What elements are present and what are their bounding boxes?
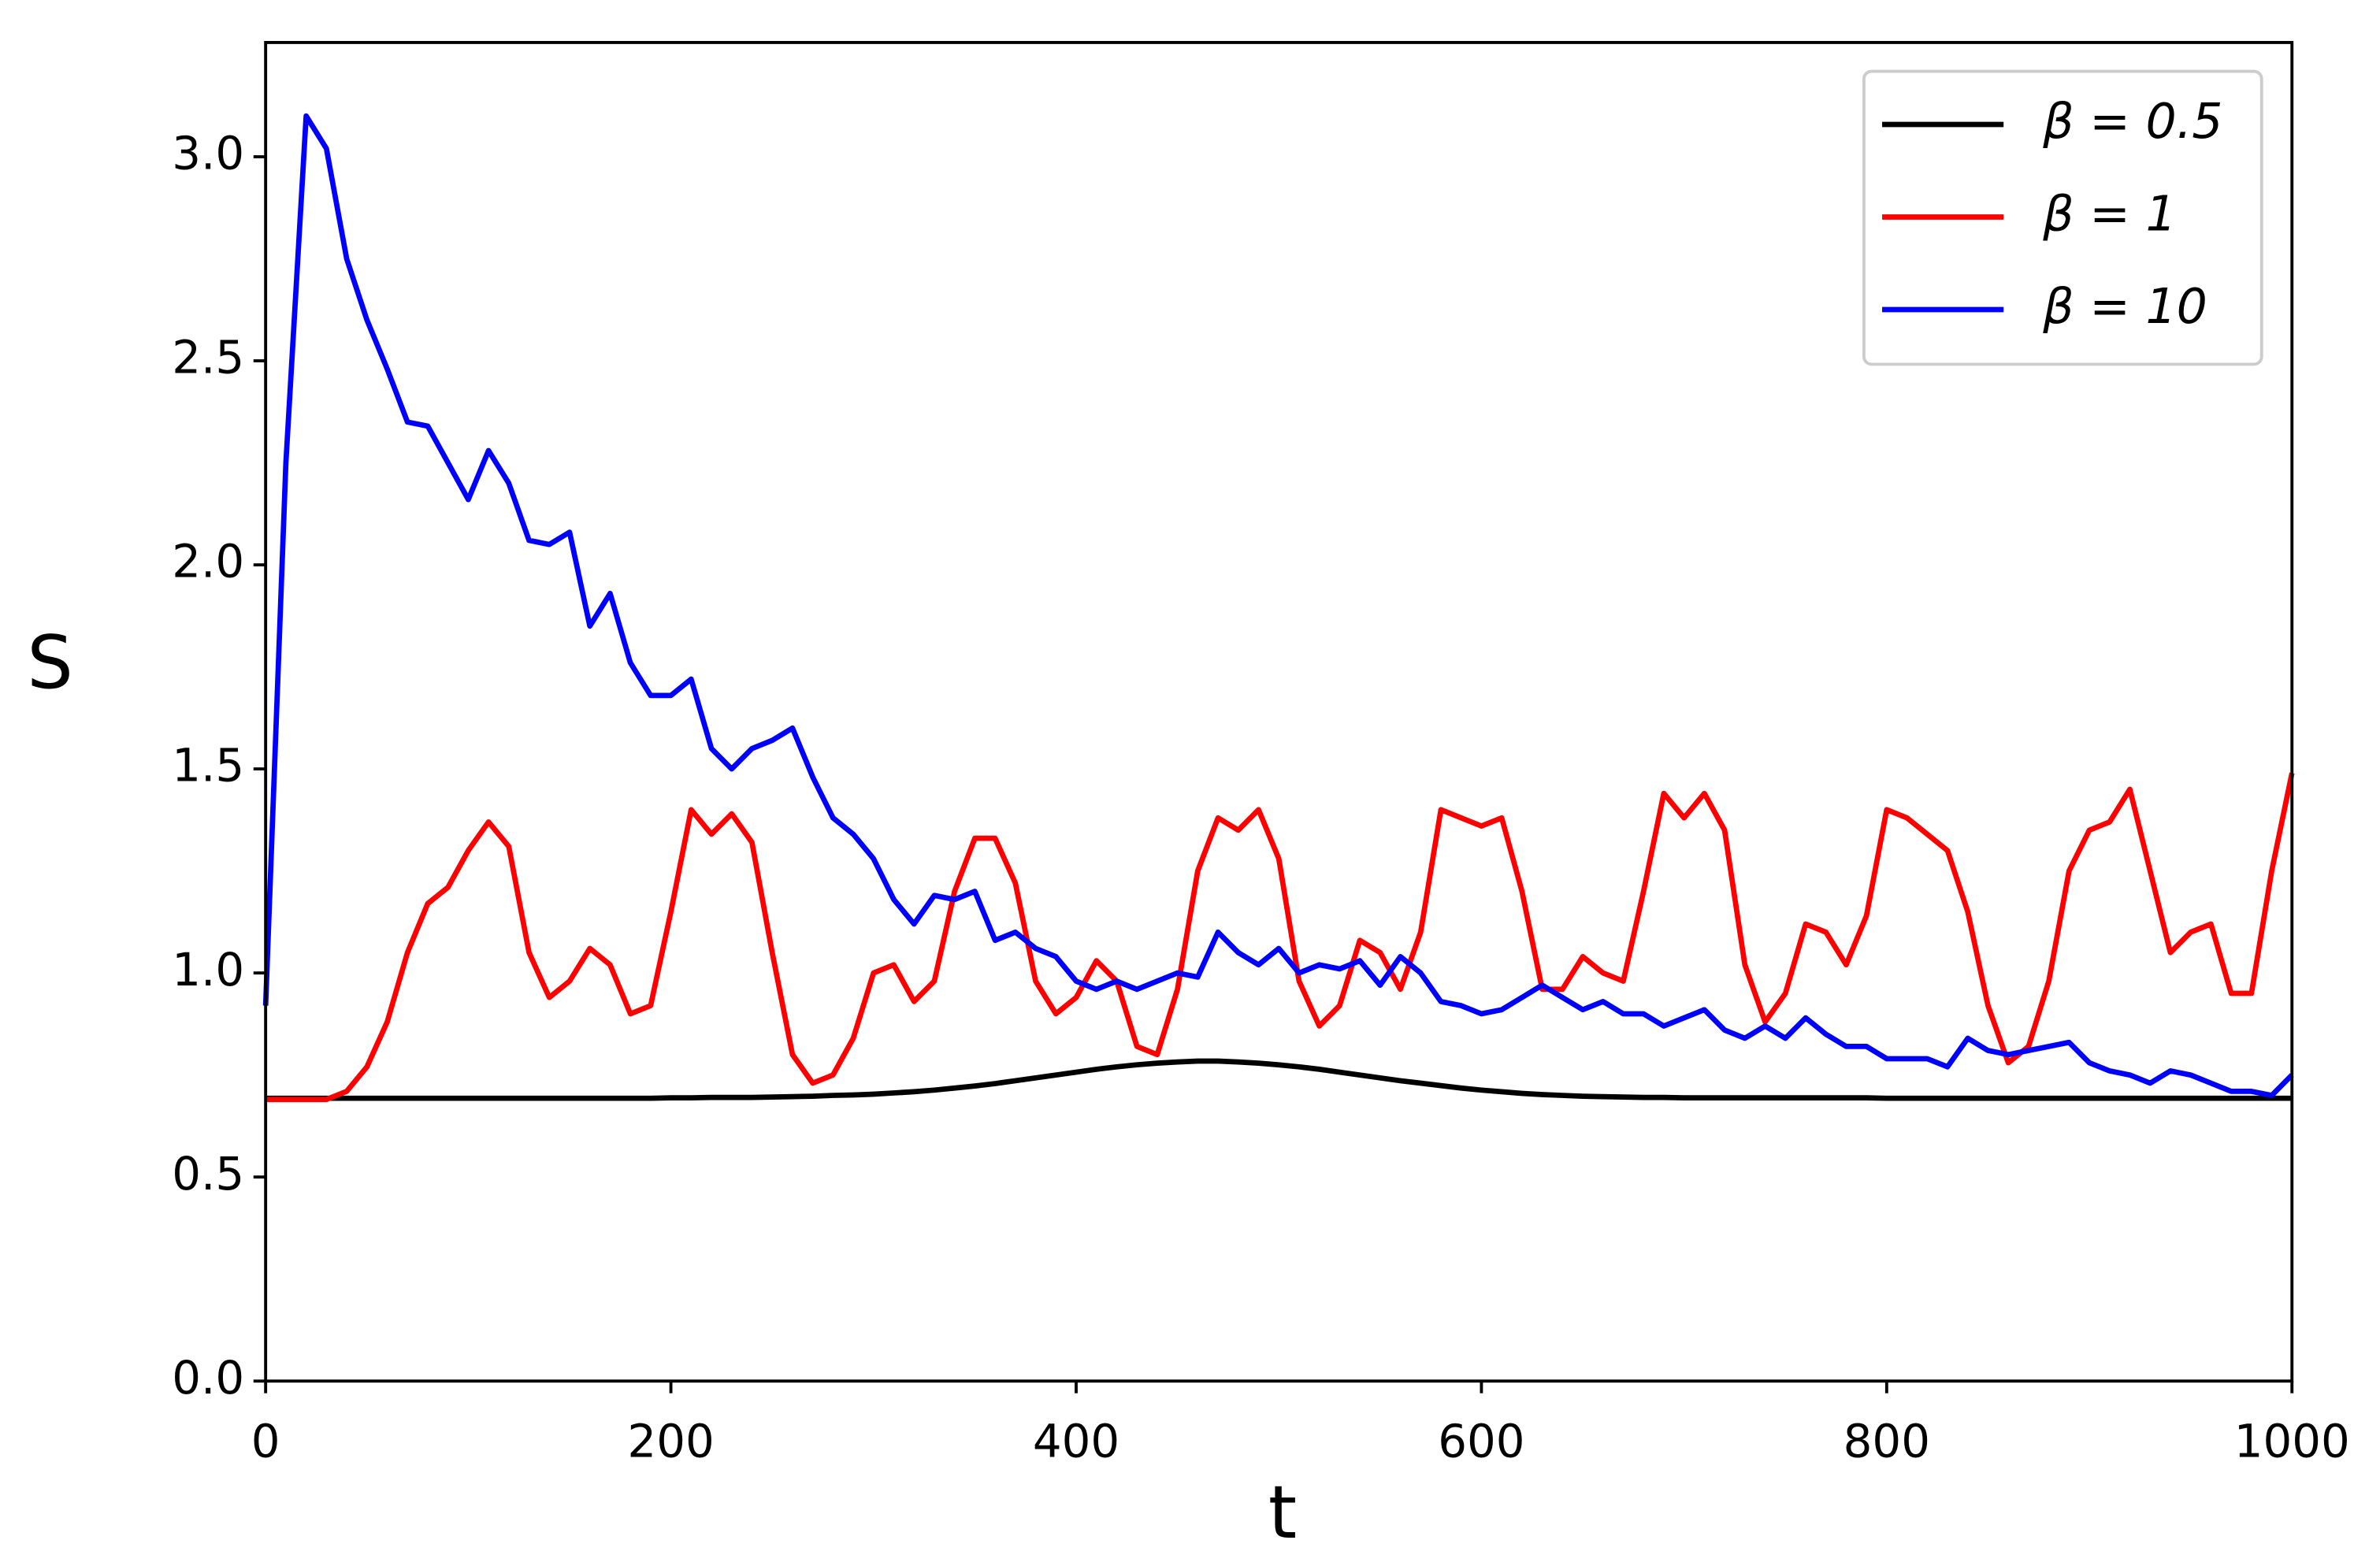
legend-label: β = 1 xyxy=(2042,186,2176,243)
y-tick-label: 1.5 xyxy=(172,739,244,792)
data-line xyxy=(262,113,2294,1098)
x-axis-label: t xyxy=(1268,1470,1297,1555)
x-tick-label: 600 xyxy=(1438,1415,1524,1468)
data-line xyxy=(265,772,2295,1103)
y-axis-label: S xyxy=(27,620,73,705)
x-tick-label: 200 xyxy=(627,1415,714,1468)
data-line xyxy=(265,1058,2293,1101)
y-tick-label: 2.5 xyxy=(172,331,244,384)
y-tick-label: 3.0 xyxy=(172,127,244,180)
legend-label: β = 10 xyxy=(2042,278,2207,335)
legend-label: β = 0.5 xyxy=(2042,93,2222,150)
x-tick-label: 0 xyxy=(251,1415,280,1468)
legend-box xyxy=(1862,69,2263,366)
y-tick-label: 1.0 xyxy=(172,943,244,996)
x-tick-label: 400 xyxy=(1033,1415,1119,1468)
plot-frame xyxy=(264,41,2294,1383)
x-tick-label: 800 xyxy=(1843,1415,1930,1468)
x-tick-label: 1000 xyxy=(2234,1415,2350,1468)
y-tick-label: 0.5 xyxy=(172,1147,244,1201)
y-tick-label: 0.0 xyxy=(172,1351,244,1405)
y-tick-label: 2.0 xyxy=(172,535,244,588)
